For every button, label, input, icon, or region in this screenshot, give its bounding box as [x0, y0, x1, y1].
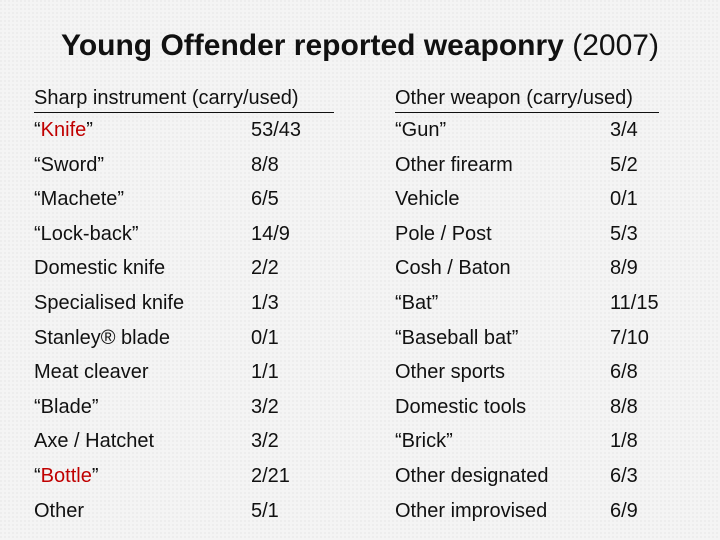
sharp-instrument-row: “Knife” 53/43: [34, 113, 354, 148]
carry-used-value: 8/8: [610, 395, 638, 418]
carry-used-value: 8/9: [610, 257, 638, 280]
carry-used-value: 8/8: [251, 153, 279, 176]
sharp-instrument-row: Axe / Hatchet 3/2: [34, 424, 354, 459]
carry-used-value: 2/21: [251, 464, 290, 487]
other-weapon-header: Other weapon (carry/used): [395, 84, 659, 113]
carry-used-value: 3/2: [251, 395, 279, 418]
weapon-name-text: Axe / Hatchet: [34, 430, 155, 453]
sharp-instrument-row: Stanley® blade 0/1: [34, 321, 354, 356]
sharp-instrument-row: Specialised knife 1/3: [34, 286, 354, 321]
other-weapon-list: “Gun” 3/4 Other firearm 5/2 Vehicle 0/1 Pole /…: [395, 113, 685, 528]
sharp-instrument-header: Sharp instrument (carry/used): [34, 84, 334, 113]
sharp-instrument-row: “Machete” 6/5: [34, 182, 354, 217]
weapon-name-highlighted: Bottle: [40, 464, 92, 487]
weapon-name: “Brick”: [395, 430, 453, 453]
weapon-name: Pole / Post: [395, 222, 492, 245]
carry-used-value: 3/2: [251, 430, 279, 453]
carry-used-value: 0/1: [251, 326, 279, 349]
weapon-name: Axe / Hatchet: [34, 424, 154, 459]
weapon-name: Cosh / Baton: [395, 257, 511, 280]
weapon-name: Other firearm: [395, 153, 513, 176]
carry-used-value: 14/9: [251, 222, 290, 245]
sharp-instrument-row: “Lock-back” 14/9: [34, 217, 354, 252]
other-weapon-row: “Gun” 3/4: [395, 113, 685, 148]
weapon-name-text: “Machete”: [34, 188, 125, 211]
sharp-instrument-row: Meat cleaver 1/1: [34, 355, 354, 390]
other-weapon-row: Other firearm 5/2: [395, 148, 685, 183]
other-weapon-row: Pole / Post 5/3: [395, 217, 685, 252]
weapon-name: Domestic tools: [395, 395, 527, 418]
carry-used-value: 2/2: [251, 257, 279, 280]
sharp-instrument-list: “Knife” 53/43 “Sword” 8/8 “Machete” 6/5 “Lock-…: [34, 113, 354, 528]
weapon-name: Other designated: [395, 464, 549, 487]
close-quote: ”: [91, 464, 99, 487]
carry-used-value: 3/4: [610, 119, 638, 141]
slide-title-year: (2007): [572, 29, 659, 62]
carry-used-value: 6/5: [251, 188, 279, 211]
sharp-instrument-column: Sharp instrument (carry/used) “Knife” 53/…: [34, 84, 354, 528]
weapon-name-text: Specialised knife: [34, 291, 185, 314]
other-weapon-column: Other weapon (carry/used) “Gun” 3/4 Other …: [395, 84, 685, 528]
weapon-name: Vehicle: [395, 188, 460, 211]
sharp-instrument-row: Other 5/1: [34, 494, 354, 529]
weapon-name-text: Stanley® blade: [34, 326, 170, 349]
carry-used-value: 6/3: [610, 464, 638, 487]
carry-used-value: 1/8: [610, 430, 638, 453]
other-weapon-row: “Baseball bat” 7/10: [395, 321, 685, 356]
weapon-name: “Gun”: [395, 119, 447, 141]
slide-title-main: Young Offender reported weaponry: [61, 29, 564, 62]
weapon-name: “Bottle”: [34, 459, 99, 494]
weapon-name-text: Other: [34, 499, 85, 522]
other-weapon-row: Other improvised 6/9: [395, 494, 685, 529]
weapon-name-text: “Lock-back”: [34, 222, 139, 245]
weapon-name-text: Meat cleaver: [34, 361, 149, 384]
sharp-instrument-row: “Blade” 3/2: [34, 390, 354, 425]
carry-used-value: 6/8: [610, 361, 638, 384]
weapon-name: Stanley® blade: [34, 321, 170, 356]
slide-title: Young Offender reported weaponry (2007): [0, 26, 720, 66]
weapon-name: Other sports: [395, 361, 506, 384]
weapon-name-text: “Sword”: [34, 153, 105, 176]
sharp-instrument-row: “Bottle” 2/21: [34, 459, 354, 494]
close-quote: ”: [86, 119, 93, 141]
other-weapon-row: Other sports 6/8: [395, 355, 685, 390]
sharp-instrument-row: Domestic knife 2/2: [34, 251, 354, 286]
weapon-name: “Sword”: [34, 148, 104, 183]
weapon-name: “Bat”: [395, 291, 439, 314]
weapon-name: “Blade”: [34, 390, 98, 425]
weapon-name: Other improvised: [395, 499, 548, 522]
open-quote: “: [34, 119, 41, 141]
weapon-name: “Lock-back”: [34, 217, 138, 252]
carry-used-value: 1/3: [251, 291, 279, 314]
other-weapon-row: “Brick” 1/8: [395, 424, 685, 459]
other-weapon-row: Vehicle 0/1: [395, 182, 685, 217]
weapon-name: Meat cleaver: [34, 355, 149, 390]
weapon-name: “Baseball bat”: [395, 326, 519, 349]
weapon-name: Other: [34, 494, 84, 529]
other-weapon-row: “Bat” 11/15: [395, 286, 685, 321]
other-weapon-row: Domestic tools 8/8: [395, 390, 685, 425]
carry-used-value: 7/10: [610, 326, 649, 349]
carry-used-value: 1/1: [251, 361, 279, 384]
sharp-instrument-row: “Sword” 8/8: [34, 148, 354, 183]
carry-used-value: 6/9: [610, 499, 638, 522]
weapon-name: “Knife”: [34, 113, 93, 148]
open-quote: “: [34, 464, 41, 487]
weapon-name: “Machete”: [34, 182, 124, 217]
weapon-name-text: “Blade”: [34, 395, 99, 418]
other-weapon-row: Cosh / Baton 8/9: [395, 251, 685, 286]
carry-used-value: 5/3: [610, 222, 638, 245]
carry-used-value: 5/2: [610, 153, 638, 176]
weapon-name: Specialised knife: [34, 286, 184, 321]
carry-used-value: 0/1: [610, 188, 638, 211]
weapon-name-text: Domestic knife: [34, 257, 166, 280]
carry-used-value: 53/43: [251, 119, 302, 141]
carry-used-value: 11/15: [610, 291, 659, 314]
weapon-name: Domestic knife: [34, 251, 165, 286]
carry-used-value: 5/1: [251, 499, 279, 522]
weapon-name-highlighted: Knife: [40, 119, 87, 141]
other-weapon-row: Other designated 6/3: [395, 459, 685, 494]
